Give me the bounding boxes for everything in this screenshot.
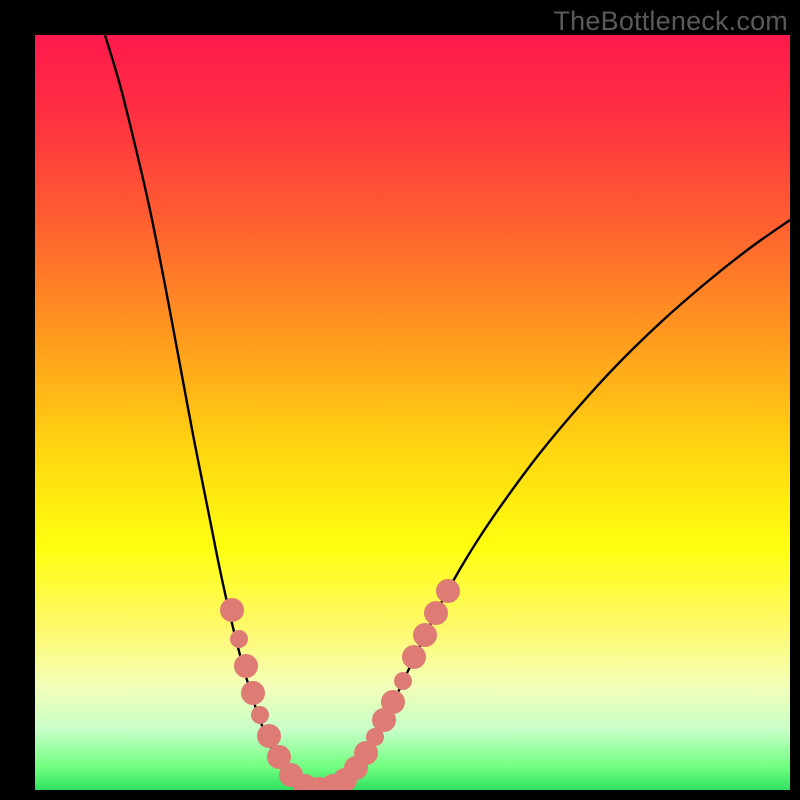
gradient-background: [35, 35, 790, 790]
marker-right-10: [436, 579, 460, 603]
chart-svg: [35, 35, 790, 790]
marker-right-8: [413, 623, 437, 647]
marker-left-0: [220, 598, 244, 622]
marker-right-5: [381, 690, 405, 714]
marker-left-2: [234, 654, 258, 678]
marker-left-1: [230, 630, 248, 648]
marker-right-6: [394, 672, 412, 690]
marker-left-5: [257, 724, 281, 748]
watermark-text: TheBottleneck.com: [553, 6, 788, 37]
marker-right-9: [424, 601, 448, 625]
plot-area: [35, 35, 790, 790]
marker-right-7: [402, 645, 426, 669]
marker-left-4: [251, 706, 269, 724]
marker-left-3: [241, 681, 265, 705]
